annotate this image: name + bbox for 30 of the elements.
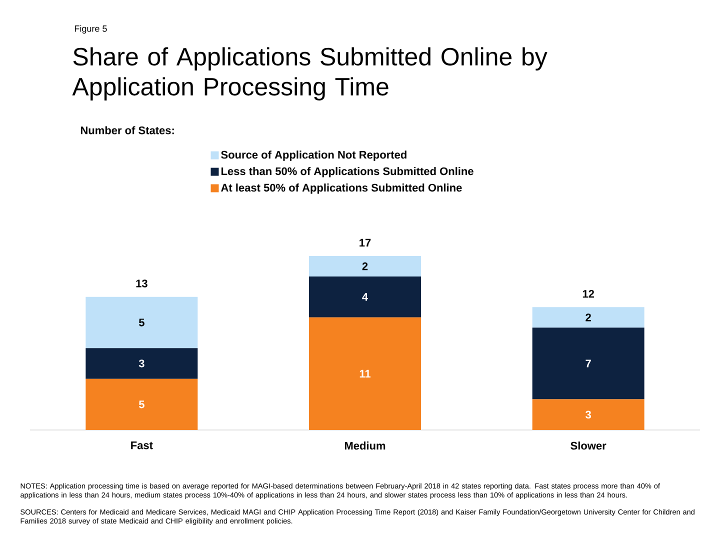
bar (309, 276, 421, 318)
x-tick-label: Medium (344, 442, 386, 450)
total-label: 17 (360, 238, 371, 246)
data-label: 5 (138, 318, 144, 326)
data-label: 3 (138, 360, 144, 368)
bar (532, 307, 644, 328)
bar (86, 296, 198, 348)
data-label: 3 (586, 410, 591, 419)
caption: Figure 5 (74, 25, 107, 34)
total-label: 13 (136, 280, 148, 288)
legend-label: Source of Application Not Reported (221, 150, 406, 161)
data-label: 7 (586, 360, 591, 368)
total-label: 12 (582, 290, 594, 298)
chart-title: Share of Applications Submitted Online by Application Processing Time (72, 47, 548, 101)
bar (309, 317, 421, 430)
data-label: 11 (360, 370, 371, 378)
data-label: 5 (138, 400, 144, 408)
bar (532, 399, 644, 430)
legend-label: Less than 50% of Applications Submitted Online (221, 167, 474, 178)
bar (86, 348, 198, 379)
legend-label: At least 50% of Applications Submitted Online (221, 184, 462, 194)
bar (532, 328, 644, 400)
bar (86, 378, 198, 430)
legend-title: Number of States: (80, 126, 174, 134)
data-label: 2 (586, 314, 591, 322)
data-label: 2 (362, 262, 368, 270)
x-tick-label: Fast (131, 442, 153, 450)
bar (309, 256, 421, 276)
data-label: 4 (362, 293, 368, 301)
x-tick-label: Slower (570, 442, 606, 450)
